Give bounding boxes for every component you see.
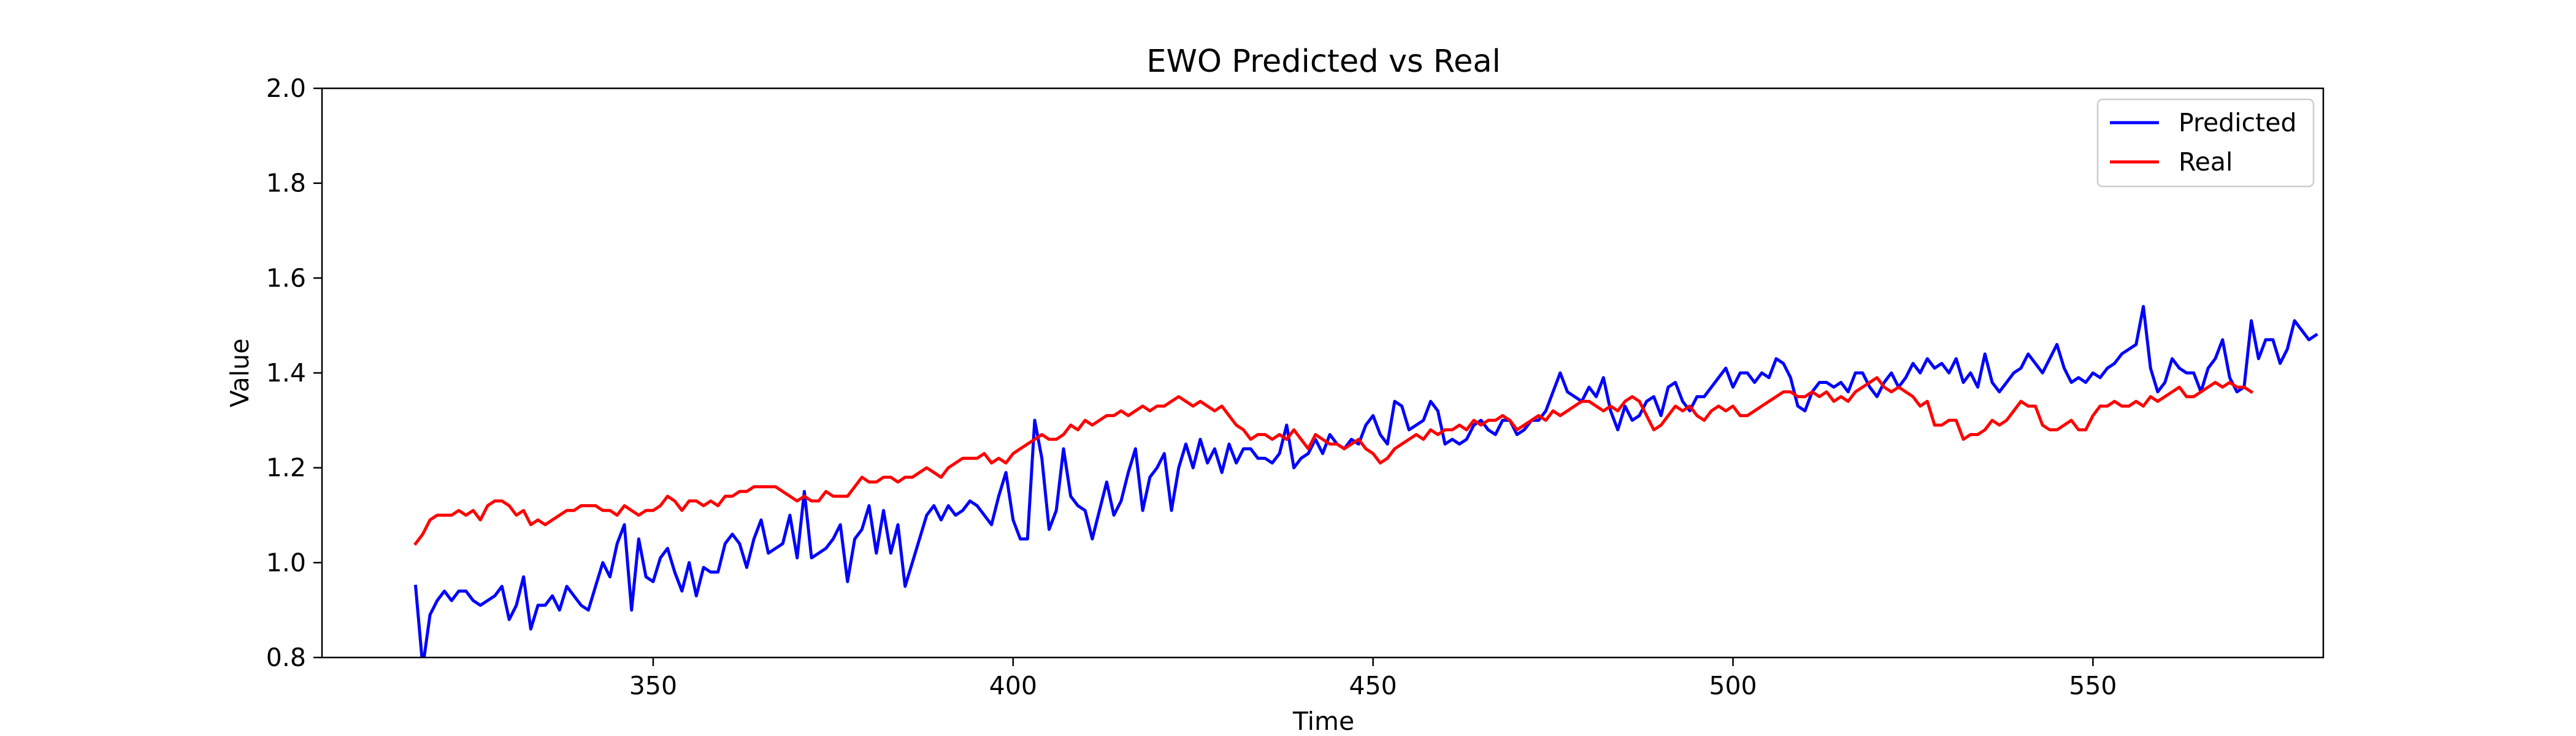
series-line-predicted [413, 305, 2318, 657]
y-tick-label: 1.8 [266, 169, 306, 198]
series-line-real [413, 376, 2254, 546]
x-tick-label: 350 [629, 671, 677, 700]
y-tick-label: 1.2 [266, 453, 306, 483]
x-axis-ticks: 350 400 450 500 550 [629, 657, 2117, 700]
x-tick-label: 550 [2069, 671, 2117, 700]
legend-label-real: Real [2179, 147, 2233, 177]
y-tick-label: 1.4 [266, 358, 306, 388]
x-tick-label: 450 [1349, 671, 1397, 700]
y-tick-label: 1.0 [266, 548, 306, 577]
chart-title: EWO Predicted vs Real [1146, 44, 1501, 80]
x-tick-label: 500 [1709, 671, 1757, 700]
y-axis-ticks: 0.8 1.0 1.2 1.4 1.6 1.8 2.0 [266, 74, 322, 672]
y-tick-label: 0.8 [266, 643, 306, 672]
x-axis-label: Time [1292, 707, 1354, 736]
legend: Predicted Real [2096, 98, 2315, 188]
y-axis-label: Value [225, 339, 255, 408]
y-tick-label: 1.6 [266, 263, 306, 293]
legend-label-predicted: Predicted [2179, 108, 2296, 137]
series-layer [413, 305, 2318, 657]
y-tick-label: 2.0 [266, 74, 306, 103]
x-tick-label: 400 [989, 671, 1037, 700]
